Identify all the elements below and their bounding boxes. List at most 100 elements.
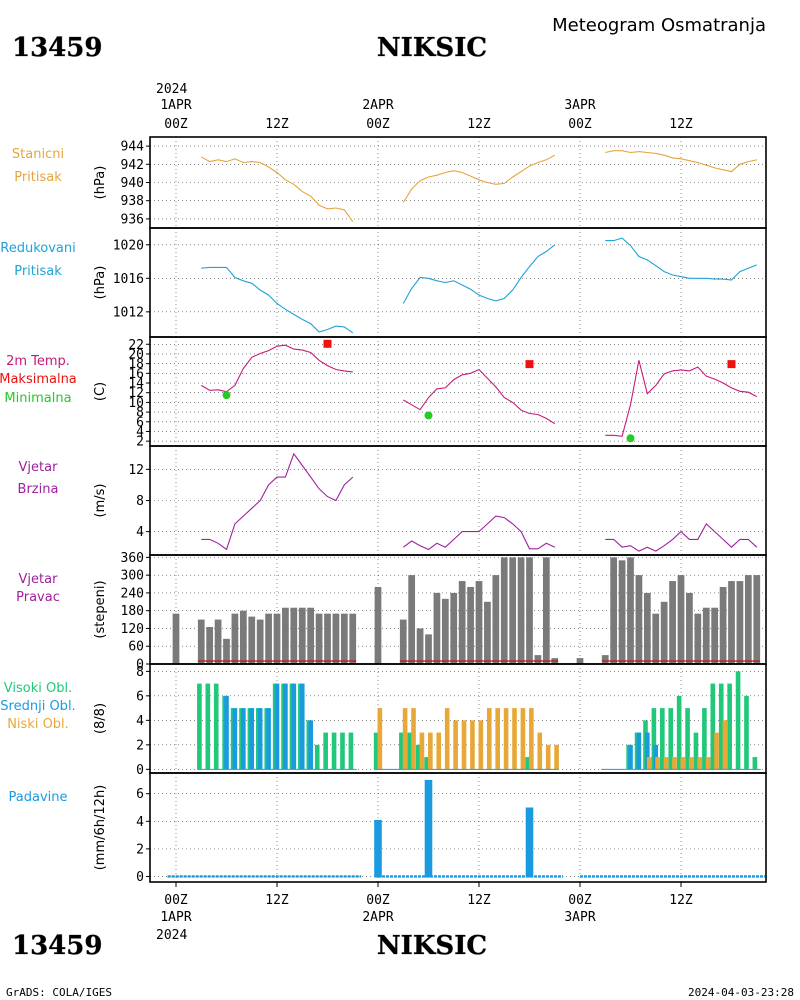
panel-label: Vjetar (19, 460, 59, 475)
y-tick-label: 4 (136, 815, 144, 830)
wind-direction-bar (475, 581, 483, 664)
station_pressure-line (201, 156, 354, 222)
wind-direction-bar (441, 598, 449, 664)
cloud-high-bar (399, 732, 404, 770)
y-tick-label: 2 (136, 842, 144, 857)
time-tick-label-top: 00Z (568, 117, 592, 132)
cloud-low-bar (554, 744, 559, 770)
wind-direction-bar (753, 575, 761, 664)
time-tick-label-top: 12Z (265, 117, 289, 132)
wind-direction-bar (686, 592, 693, 664)
cloud-high-bar (407, 732, 413, 770)
wind-direction-bar (627, 557, 634, 664)
cloud-low-bar (461, 720, 467, 770)
cloud-low-bar (545, 744, 551, 770)
wind-direction-bar (450, 592, 458, 664)
wind-direction-bar (340, 613, 348, 664)
footer-source: GrADS: COLA/IGES (6, 986, 112, 999)
y-axis-label: (stepeni) (93, 580, 108, 638)
tmin-marker (424, 411, 433, 420)
wind-direction-bar (248, 616, 256, 664)
y-tick-label: 944 (121, 140, 145, 155)
year-label-bottom: 2024 (156, 928, 187, 943)
wind-direction-bar (576, 658, 584, 664)
cloud-low-bar (688, 757, 694, 770)
wind-direction-bar (526, 557, 533, 664)
time-tick-label-top: 12Z (669, 117, 693, 132)
y-tick-label: 18 (128, 357, 144, 372)
cloud-high-bar (693, 732, 699, 770)
panel-precip: 0 2 4 6 Padavine (mm/6h/12h) (9, 772, 767, 885)
y-axis-label: (m/s) (93, 484, 108, 518)
date-label-top: 2APR (362, 98, 393, 113)
wind-direction-bar (635, 575, 643, 664)
cloud-high-bar (744, 695, 749, 770)
wind-direction-bar (172, 613, 180, 664)
cloud-low-bar (428, 732, 433, 770)
y-tick-label: 6 (136, 689, 144, 704)
wind-direction-bar (542, 557, 550, 664)
panel-wind_dir: 0 60 120 180 240 300 360 Vjetar Pravac (stepeni) (16, 551, 767, 673)
panel-label: Visoki Obl. (4, 681, 72, 696)
cloud-mid-bar (224, 695, 229, 770)
cloud-low-bar (646, 757, 652, 770)
panel-label: Srednji Obl. (0, 699, 75, 714)
date-label-bottom: 2APR (362, 910, 393, 925)
y-tick-label: 20 (128, 347, 144, 362)
cloud-low-bar (470, 720, 475, 770)
wind-direction-bar (660, 601, 668, 664)
cloud-high-bar (651, 708, 657, 770)
wind-direction-bar (206, 626, 214, 664)
wind-direction-bar (484, 601, 491, 664)
wind-direction-bar (677, 575, 685, 664)
precip-bar (525, 807, 534, 878)
wind-direction-bar (307, 607, 315, 664)
cloud-low-bar (377, 708, 383, 770)
footer-timestamp: 2024-04-03-23:28 (688, 986, 794, 999)
panel-label: 2m Temp. (6, 354, 70, 369)
tmin-marker (626, 434, 635, 443)
cloud-low-bar (722, 720, 728, 770)
cloud-high-bar (668, 708, 674, 770)
cloud-high-bar (685, 708, 690, 770)
cloud-low-bar (537, 732, 543, 770)
time-tick-label-bottom: 00Z (366, 893, 390, 908)
cloud-high-bar (213, 683, 219, 770)
wind-direction-bar (500, 557, 508, 664)
y-tick-label: 4 (136, 525, 144, 540)
y-tick-label: 8 (136, 406, 144, 421)
cloud-mid-bar (308, 720, 313, 770)
wind-direction-bar (416, 628, 424, 664)
y-tick-label: 12 (128, 386, 144, 401)
cloud-low-bar (411, 708, 416, 770)
cloud-mid-bar (291, 683, 297, 770)
cloud-high-bar (424, 757, 429, 770)
y-tick-label: 360 (121, 551, 144, 566)
station-id-bottom: 13459 (12, 931, 102, 961)
temperature-line (403, 368, 556, 425)
date-label-top: 3APR (564, 98, 595, 113)
y-tick-label: 300 (121, 569, 144, 584)
wind-direction-bar (669, 581, 676, 664)
y-tick-label: 1016 (113, 272, 144, 287)
precip-bar (374, 819, 382, 878)
y-tick-label: 4 (136, 425, 144, 440)
cloud-low-bar (529, 708, 534, 770)
reduced_pressure-line (201, 266, 354, 334)
cloud-low-bar (705, 757, 711, 770)
y-axis-label: (hPa) (93, 266, 108, 300)
wind-direction-bar (298, 607, 306, 664)
panel-frame (149, 772, 767, 883)
y-tick-label: 8 (136, 494, 144, 509)
wind-direction-bar (197, 619, 205, 664)
panel-station_pressure: 936 938 940 942 944 Stanicni Pritisak (hPa) (12, 136, 767, 229)
station_pressure-line (402, 154, 556, 203)
wind-direction-bar (425, 634, 432, 664)
wind-direction-bar (719, 586, 727, 664)
wind-direction-bar (408, 575, 416, 664)
panel-label: Pritisak (14, 170, 62, 185)
panel-label: Pritisak (14, 264, 62, 279)
y-axis-label: (C) (93, 382, 108, 401)
